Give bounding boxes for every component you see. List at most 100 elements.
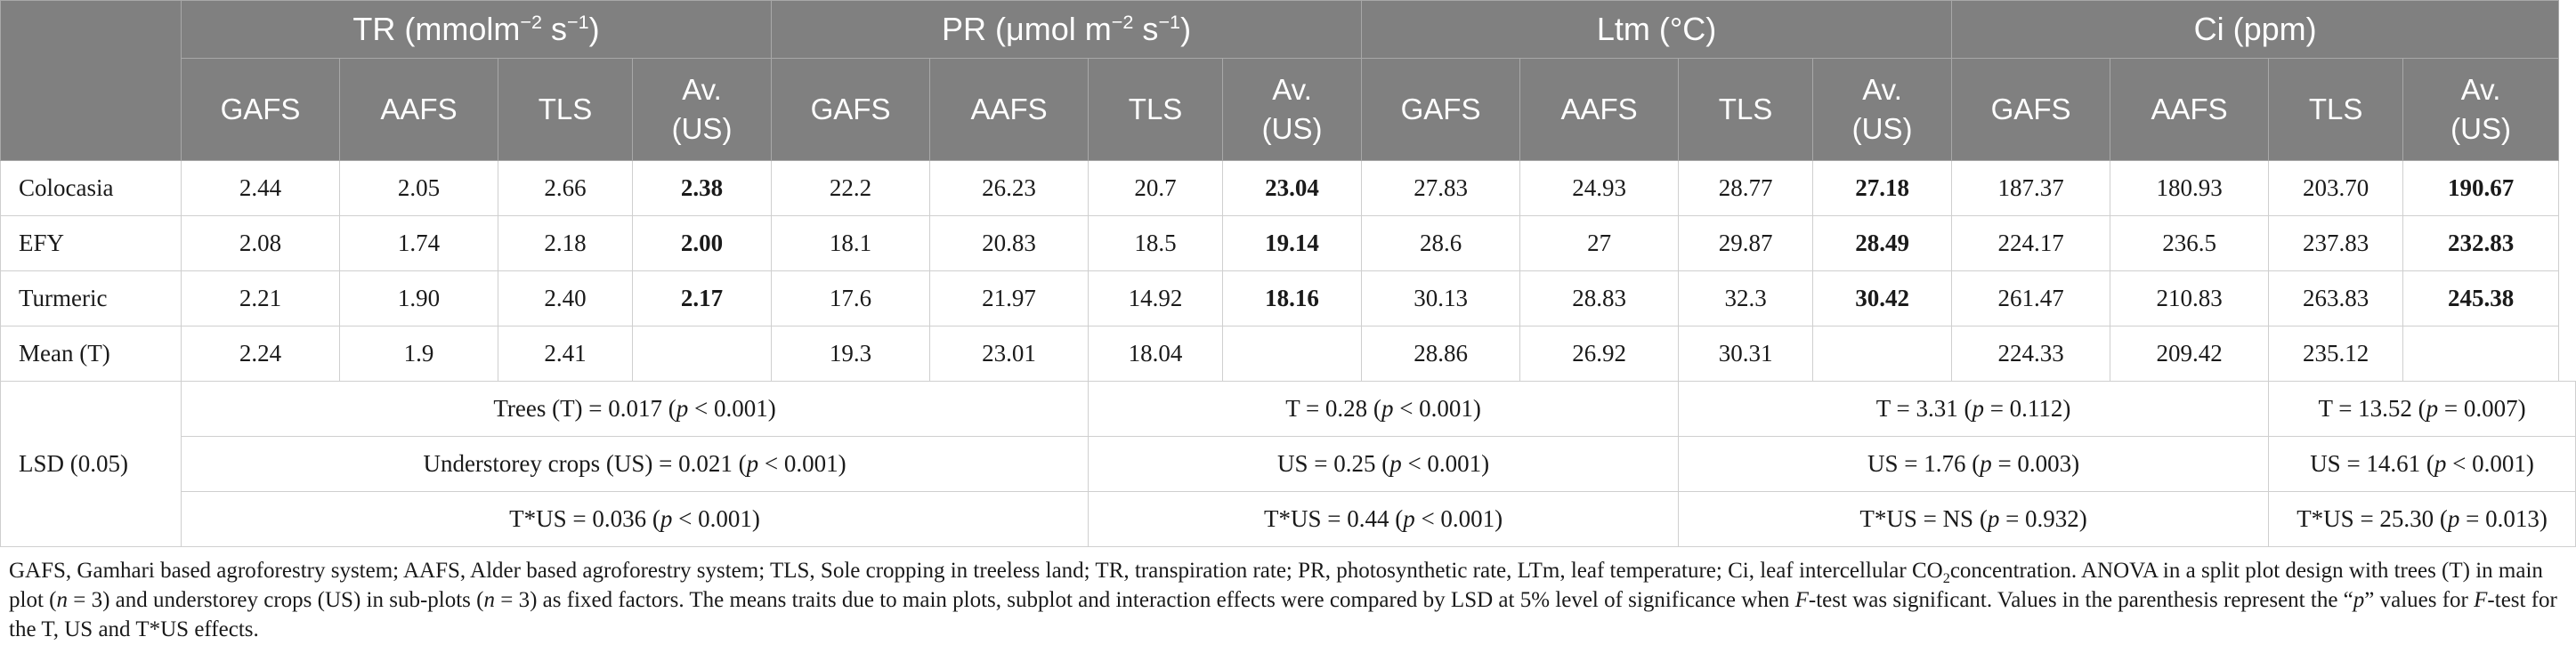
average-cell: 18.16 <box>1222 270 1363 326</box>
sub-header-average: Av. (US) <box>631 58 773 161</box>
value-cell: 23.01 <box>929 326 1090 382</box>
value-cell: 26.92 <box>1519 326 1680 382</box>
value-cell: 2.08 <box>181 215 340 271</box>
sub-header-tls: TLS <box>1088 58 1224 161</box>
value-cell: 261.47 <box>1951 270 2111 326</box>
average-cell: 2.00 <box>631 215 773 271</box>
value-cell: 28.6 <box>1361 215 1521 271</box>
value-cell: 263.83 <box>2268 270 2404 326</box>
table-row: Colocasia 2.44 2.05 2.66 2.38 22.2 26.23 20.7 23… <box>0 160 2576 216</box>
average-cell <box>2402 326 2560 382</box>
value-cell: 224.17 <box>1951 215 2111 271</box>
lsd-cell: Trees (T) = 0.017 (p < 0.001) <box>180 381 1090 437</box>
lsd-label: LSD (0.05) <box>0 381 182 547</box>
value-cell: 209.42 <box>2110 326 2270 382</box>
average-cell: 245.38 <box>2402 270 2560 326</box>
group-header: Ltm (°C) <box>1361 0 1953 59</box>
lsd-cell: US = 14.61 (p < 0.001) <box>2268 436 2576 492</box>
lsd-row: Understorey crops (US) = 0.021 (p < 0.00… <box>1 436 2576 492</box>
value-cell: 27.83 <box>1361 160 1521 216</box>
table-row: Mean (T) 2.24 1.9 2.41 19.3 23.01 18.04 28.86 26… <box>0 326 2576 382</box>
data-table: TR (mmolm−2 s−1) PR (μmol m−2 s−1) Ltm (°C… <box>0 0 2576 547</box>
value-cell: 2.66 <box>498 160 633 216</box>
value-cell: 1.9 <box>339 326 498 382</box>
group-header: TR (mmolm−2 s−1) <box>180 0 773 59</box>
lsd-row: T*US = 0.036 (p < 0.001) T*US = 0.44 (p <… <box>1 491 2576 547</box>
value-cell: 22.2 <box>771 160 931 216</box>
row-label: EFY <box>0 215 182 271</box>
value-cell: 18.04 <box>1088 326 1224 382</box>
average-cell: 2.38 <box>631 160 773 216</box>
sub-header-gafs: GAFS <box>771 58 931 161</box>
value-cell: 30.31 <box>1678 326 1814 382</box>
value-cell: 237.83 <box>2268 215 2404 271</box>
value-cell: 30.13 <box>1361 270 1521 326</box>
row-label: Turmeric <box>0 270 182 326</box>
value-cell: 203.70 <box>2268 160 2404 216</box>
lsd-cell: T = 3.31 (p = 0.112) <box>1678 381 2270 437</box>
value-cell: 28.83 <box>1519 270 1680 326</box>
lsd-cell: Understorey crops (US) = 0.021 (p < 0.00… <box>180 436 1090 492</box>
average-cell: 27.18 <box>1812 160 1953 216</box>
lsd-cell: T = 13.52 (p = 0.007) <box>2268 381 2576 437</box>
lsd-cell: T*US = 0.036 (p < 0.001) <box>180 491 1090 547</box>
value-cell: 20.83 <box>929 215 1090 271</box>
value-cell: 28.77 <box>1678 160 1814 216</box>
value-cell: 14.92 <box>1088 270 1224 326</box>
average-cell: 23.04 <box>1222 160 1363 216</box>
average-cell: 2.17 <box>631 270 773 326</box>
row-label: Mean (T) <box>0 326 182 382</box>
group-header-row: TR (mmolm−2 s−1) PR (μmol m−2 s−1) Ltm (°C… <box>0 0 2576 161</box>
lsd-cell: T = 0.28 (p < 0.001) <box>1088 381 1680 437</box>
value-cell: 26.23 <box>929 160 1090 216</box>
sub-header-gafs: GAFS <box>1361 58 1521 161</box>
value-cell: 29.87 <box>1678 215 1814 271</box>
value-cell: 180.93 <box>2110 160 2270 216</box>
value-cell: 18.5 <box>1088 215 1224 271</box>
sub-header-tls: TLS <box>498 58 633 161</box>
sub-header-aafs: AAFS <box>1519 58 1680 161</box>
value-cell: 2.21 <box>181 270 340 326</box>
value-cell: 2.41 <box>498 326 633 382</box>
value-cell: 21.97 <box>929 270 1090 326</box>
lsd-row: LSD (0.05) Trees (T) = 0.017 (p < 0.001) T… <box>0 381 2576 547</box>
value-cell: 224.33 <box>1951 326 2111 382</box>
value-cell: 2.18 <box>498 215 633 271</box>
value-cell: 27 <box>1519 215 1680 271</box>
value-cell: 19.3 <box>771 326 931 382</box>
lsd-cell: US = 1.76 (p = 0.003) <box>1678 436 2270 492</box>
table-row: EFY 2.08 1.74 2.18 2.00 18.1 20.83 18.5 19.14 28.… <box>0 215 2576 271</box>
sub-header-aafs: AAFS <box>339 58 498 161</box>
lsd-cell: T*US = 0.44 (p < 0.001) <box>1088 491 1680 547</box>
average-cell: 19.14 <box>1222 215 1363 271</box>
value-cell: 2.40 <box>498 270 633 326</box>
row-label: Colocasia <box>0 160 182 216</box>
average-cell: 190.67 <box>2402 160 2560 216</box>
value-cell: 32.3 <box>1678 270 1814 326</box>
sub-header-aafs: AAFS <box>929 58 1090 161</box>
group-header: PR (μmol m−2 s−1) <box>771 0 1363 59</box>
value-cell: 17.6 <box>771 270 931 326</box>
sub-header-gafs: GAFS <box>181 58 340 161</box>
value-cell: 24.93 <box>1519 160 1680 216</box>
lsd-cell: US = 0.25 (p < 0.001) <box>1088 436 1680 492</box>
value-cell: 235.12 <box>2268 326 2404 382</box>
average-cell <box>1222 326 1363 382</box>
sub-header-aafs: AAFS <box>2110 58 2270 161</box>
group-header: Ci (ppm) <box>1951 0 2560 59</box>
table-row: Turmeric 2.21 1.90 2.40 2.17 17.6 21.97 14.92 18… <box>0 270 2576 326</box>
value-cell: 2.24 <box>181 326 340 382</box>
value-cell: 2.44 <box>181 160 340 216</box>
average-cell <box>631 326 773 382</box>
average-cell: 30.42 <box>1812 270 1953 326</box>
average-cell: 232.83 <box>2402 215 2560 271</box>
value-cell: 187.37 <box>1951 160 2111 216</box>
value-cell: 210.83 <box>2110 270 2270 326</box>
value-cell: 1.74 <box>339 215 498 271</box>
value-cell: 20.7 <box>1088 160 1224 216</box>
lsd-cell: T*US = NS (p = 0.932) <box>1678 491 2270 547</box>
lsd-cell: T*US = 25.30 (p = 0.013) <box>2268 491 2576 547</box>
value-cell: 28.86 <box>1361 326 1521 382</box>
average-cell <box>1812 326 1953 382</box>
value-cell: 236.5 <box>2110 215 2270 271</box>
